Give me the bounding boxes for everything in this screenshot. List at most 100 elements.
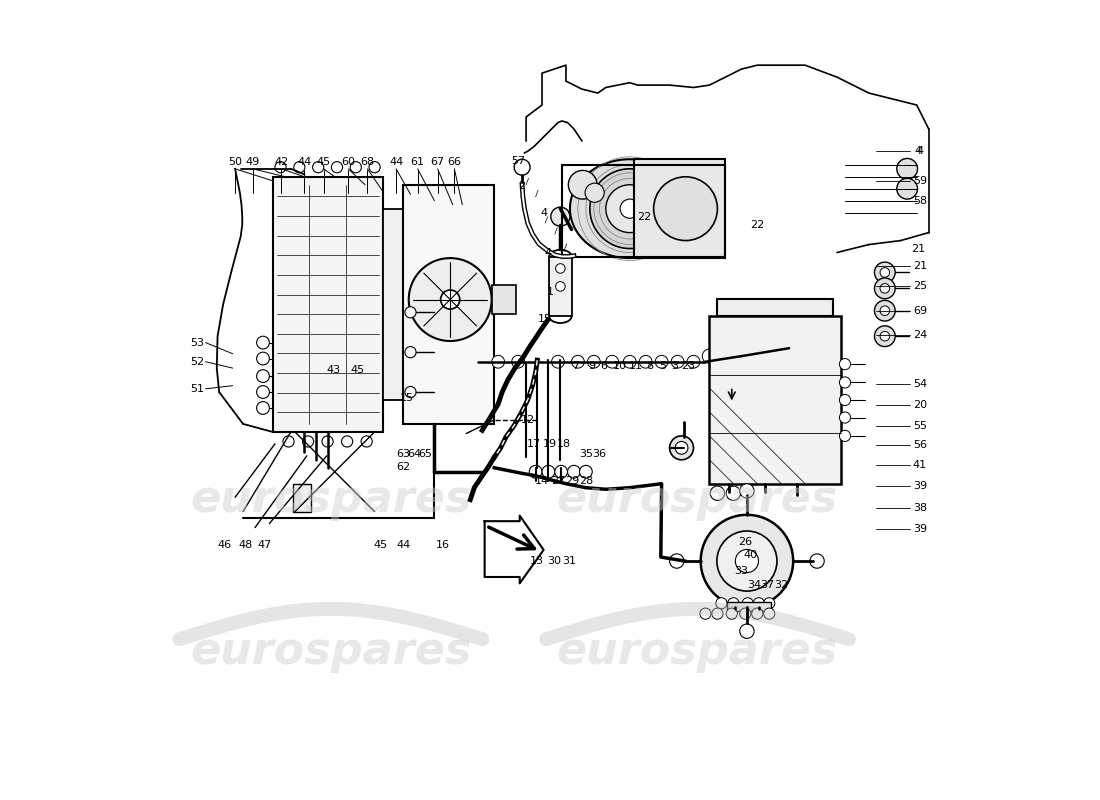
Text: eurospares: eurospares [557,630,838,673]
Circle shape [256,402,270,414]
Text: 4: 4 [541,208,548,218]
Circle shape [256,336,270,349]
Text: 21: 21 [911,243,925,254]
Circle shape [542,466,554,478]
Circle shape [312,162,323,173]
Text: 2: 2 [518,182,526,191]
Bar [273,177,383,432]
Text: 43: 43 [326,365,340,374]
Circle shape [350,162,362,173]
Text: 3: 3 [671,361,678,370]
Text: 34: 34 [747,580,761,590]
Text: 44: 44 [396,540,410,550]
Circle shape [606,185,653,233]
Circle shape [702,349,716,363]
Text: 45: 45 [350,365,364,374]
Text: 4: 4 [544,247,552,258]
Circle shape [670,436,693,460]
Circle shape [839,412,850,423]
Ellipse shape [570,159,690,258]
Circle shape [302,436,313,447]
Circle shape [556,282,565,291]
Circle shape [739,624,755,638]
Text: 22: 22 [637,212,651,222]
Bar [710,316,842,484]
Circle shape [368,162,381,173]
Text: 46: 46 [218,540,232,550]
Circle shape [624,355,636,368]
Circle shape [739,484,755,498]
Circle shape [294,162,305,173]
Circle shape [568,466,581,478]
Text: 39: 39 [913,481,927,491]
Circle shape [405,306,416,318]
Circle shape [754,598,764,609]
Text: 27: 27 [551,476,565,486]
Circle shape [701,515,793,607]
Circle shape [275,162,286,173]
Text: 68: 68 [361,158,374,167]
Circle shape [736,550,759,573]
Text: 66: 66 [448,158,461,167]
Text: 58: 58 [913,196,927,206]
Text: 39: 39 [913,524,927,534]
Text: 37: 37 [760,580,774,590]
Circle shape [700,608,711,619]
Circle shape [620,199,639,218]
Text: 18: 18 [557,439,571,449]
Text: 63: 63 [396,450,410,459]
Circle shape [405,386,416,398]
Circle shape [256,386,270,398]
Text: 52: 52 [190,357,205,366]
Circle shape [874,278,895,298]
Circle shape [670,554,684,568]
Text: 11: 11 [629,361,644,370]
Text: 53: 53 [190,338,205,347]
Text: 12: 12 [520,415,535,425]
Circle shape [880,268,890,278]
Circle shape [639,355,652,368]
Circle shape [723,349,737,363]
Text: 13: 13 [529,556,543,566]
Bar [634,159,725,258]
Circle shape [896,158,917,179]
Circle shape [675,442,688,454]
Text: 41: 41 [913,460,927,470]
Circle shape [551,207,570,226]
Circle shape [839,394,850,406]
Circle shape [587,355,601,368]
Text: 65: 65 [419,450,432,459]
Circle shape [554,466,568,478]
Circle shape [569,170,597,199]
Text: 30: 30 [547,556,561,566]
Bar [717,298,833,316]
Circle shape [717,531,777,591]
Text: 26: 26 [738,537,752,547]
Circle shape [529,466,542,478]
Circle shape [590,169,670,249]
Bar [403,185,494,424]
Text: 22: 22 [750,220,764,230]
Text: 54: 54 [913,379,927,389]
Text: 8: 8 [646,361,653,370]
Bar [727,602,771,611]
Text: 23: 23 [681,361,695,370]
Circle shape [726,608,737,619]
Circle shape [606,355,618,368]
Text: 1: 1 [547,287,553,298]
Circle shape [580,466,592,478]
Circle shape [896,178,917,199]
Text: 21: 21 [913,261,927,271]
Circle shape [763,598,774,609]
Circle shape [763,608,774,619]
Text: 6: 6 [601,361,607,370]
Circle shape [656,355,668,368]
Circle shape [874,300,895,321]
Circle shape [405,346,416,358]
Circle shape [283,436,294,447]
Text: 38: 38 [913,502,927,513]
Text: 42: 42 [274,158,288,167]
Circle shape [742,349,757,363]
Circle shape [514,159,530,175]
Text: 55: 55 [913,421,927,430]
